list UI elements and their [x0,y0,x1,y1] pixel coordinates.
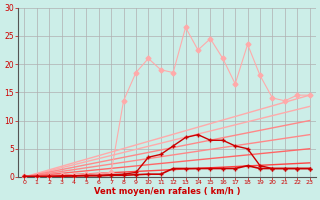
X-axis label: Vent moyen/en rafales ( km/h ): Vent moyen/en rafales ( km/h ) [94,187,240,196]
